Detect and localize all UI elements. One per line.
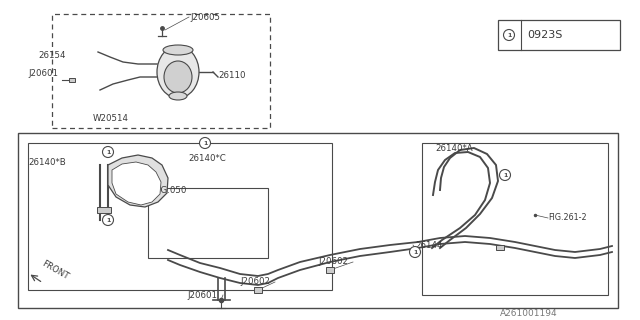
Text: W20514: W20514: [93, 114, 129, 123]
Ellipse shape: [163, 45, 193, 55]
Text: 26140*B: 26140*B: [28, 157, 66, 166]
Circle shape: [504, 29, 515, 41]
Text: 1: 1: [203, 140, 207, 146]
Ellipse shape: [157, 46, 199, 98]
Text: A261001194: A261001194: [500, 309, 557, 318]
Text: FIG.050: FIG.050: [153, 186, 186, 195]
Text: 1: 1: [106, 149, 110, 155]
Text: 26110: 26110: [218, 70, 246, 79]
Text: FIG.261-2: FIG.261-2: [548, 213, 587, 222]
Bar: [97, 207, 111, 213]
Text: 1: 1: [106, 218, 110, 222]
Text: 1: 1: [503, 172, 507, 178]
Text: 1: 1: [413, 250, 417, 254]
Bar: [28, 143, 332, 290]
Polygon shape: [108, 155, 168, 207]
Polygon shape: [112, 162, 161, 205]
Circle shape: [102, 214, 113, 226]
Circle shape: [410, 246, 420, 258]
Text: J20602: J20602: [240, 277, 270, 286]
Bar: [422, 143, 608, 295]
Circle shape: [102, 147, 113, 157]
Bar: [148, 188, 268, 258]
Bar: [18, 133, 618, 308]
Ellipse shape: [169, 92, 187, 100]
Circle shape: [200, 138, 211, 148]
Text: J20601: J20601: [28, 68, 58, 77]
Text: FRONT: FRONT: [40, 259, 70, 281]
Bar: [52, 14, 270, 128]
Circle shape: [499, 170, 511, 180]
Bar: [69, 78, 75, 82]
Text: 0923S: 0923S: [527, 30, 563, 40]
Text: 26140*A: 26140*A: [435, 143, 472, 153]
Text: 26140*C: 26140*C: [188, 154, 226, 163]
Text: J20601: J20601: [187, 291, 217, 300]
Text: J20602: J20602: [318, 258, 348, 267]
Ellipse shape: [164, 61, 192, 93]
Text: J20605: J20605: [190, 12, 220, 21]
Text: 26144: 26144: [415, 241, 442, 250]
Text: 1: 1: [507, 33, 511, 37]
Bar: [326, 267, 334, 273]
Bar: [496, 245, 504, 250]
Text: 26154: 26154: [38, 51, 65, 60]
Bar: [254, 287, 262, 293]
Bar: [498, 20, 620, 50]
